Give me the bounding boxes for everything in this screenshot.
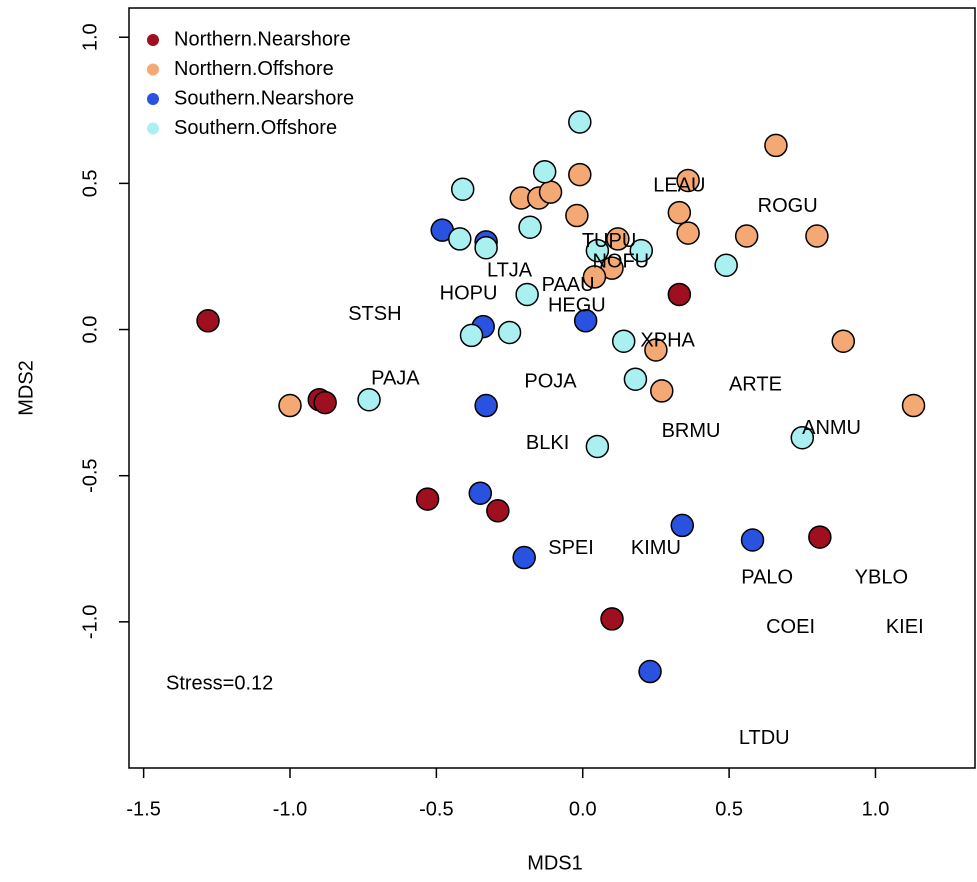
point (606, 227, 630, 251)
x-tick-label: 0.0 (569, 798, 597, 820)
point (568, 162, 592, 187)
legend-label: Northern.Offshore (174, 58, 334, 80)
species-label: ARTE (729, 373, 782, 395)
point (497, 320, 522, 345)
point (573, 309, 598, 333)
species-label: PAAU (542, 274, 595, 296)
species-label: POJA (524, 370, 577, 392)
legend-label: Northern.Nearshore (174, 28, 351, 50)
species-label: ROGU (758, 195, 818, 217)
point (568, 110, 592, 134)
x-tick-label: 1.0 (862, 798, 890, 820)
point (585, 238, 610, 263)
point (676, 221, 700, 245)
legend-marker (147, 63, 159, 76)
point (474, 235, 498, 260)
species-label: XPHA (640, 330, 695, 352)
species-label: YBLO (855, 566, 908, 588)
point (474, 393, 498, 418)
species-label: BRMU (662, 420, 721, 442)
point (415, 487, 440, 511)
point (714, 253, 738, 277)
point (313, 390, 337, 415)
species-label: PALO (741, 566, 793, 588)
point (582, 265, 607, 289)
point (764, 133, 788, 158)
point (901, 393, 926, 418)
point (650, 379, 674, 403)
point (486, 499, 510, 523)
point (667, 282, 692, 307)
point (515, 282, 539, 307)
species-label: SPEI (548, 537, 594, 559)
y-tick-label: 1.0 (79, 23, 101, 51)
point (512, 545, 536, 570)
x-tick-label: 0.5 (715, 798, 743, 820)
point (278, 393, 302, 418)
point (468, 481, 493, 505)
y-axis-label: MDS2 (15, 360, 37, 416)
y-tick-label: -1.0 (79, 605, 101, 639)
species-label: LTDU (739, 727, 790, 749)
species-label: TUPU (582, 230, 636, 252)
point (623, 367, 648, 391)
point (629, 238, 654, 263)
species-label: KIMU (631, 537, 681, 559)
species-label: PAJA (371, 368, 420, 390)
annotation: Stress=0.12 (166, 672, 273, 694)
point (565, 203, 589, 228)
point (538, 180, 563, 204)
point (644, 338, 668, 362)
species-label: BLKI (526, 432, 569, 454)
point (670, 513, 695, 538)
species-label: NOFU (592, 251, 649, 273)
legend-marker (147, 93, 159, 105)
legend-marker (147, 34, 159, 46)
point (805, 224, 829, 248)
species-label: ANMU (802, 417, 861, 439)
point (808, 525, 832, 549)
point (831, 329, 856, 353)
x-tick-label: -0.5 (419, 798, 453, 820)
species-label: STSH (348, 303, 401, 325)
point (357, 387, 381, 412)
plot-frame (128, 7, 976, 769)
y-tick-label: 0.0 (79, 316, 101, 344)
y-tick-label: -0.5 (79, 458, 101, 492)
point (667, 200, 692, 225)
point (459, 323, 484, 348)
species-label: LEAU (653, 175, 705, 197)
point (638, 659, 662, 684)
legend-label: Southern.Offshore (174, 117, 337, 139)
point (734, 224, 759, 248)
species-label: LTJA (487, 259, 533, 281)
point (196, 309, 220, 333)
species-label: KIEI (886, 616, 924, 638)
point (676, 168, 700, 193)
point (450, 177, 475, 201)
point (790, 425, 815, 450)
point (740, 528, 765, 552)
x-tick-label: -1.5 (126, 798, 160, 820)
species-label: HEGU (548, 294, 606, 316)
point (518, 215, 542, 239)
point (532, 159, 557, 184)
y-tick-label: 0.5 (79, 169, 101, 197)
species-label: COEI (766, 616, 815, 638)
x-axis-label: MDS1 (527, 852, 583, 874)
species-label: HOPU (440, 283, 498, 305)
point (611, 329, 636, 353)
legend-label: Southern.Nearshore (174, 87, 354, 109)
legend-marker (147, 122, 159, 135)
x-tick-label: -1.0 (273, 798, 307, 820)
point (600, 607, 624, 631)
point (585, 434, 610, 459)
point (448, 227, 472, 251)
